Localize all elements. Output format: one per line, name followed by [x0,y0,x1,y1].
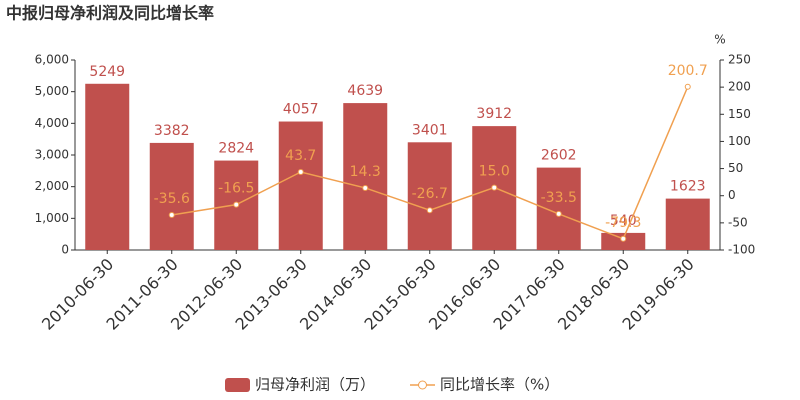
bar-value-label: 3382 [154,123,190,139]
bar-value-label: 5249 [89,64,125,80]
line-marker [555,210,562,217]
line-marker [684,83,691,90]
y-tick-label: 0 [61,243,69,257]
line-marker [168,212,175,219]
bar [149,142,194,250]
bar-value-label: 3401 [412,122,448,138]
legend-label[interactable]: 同比增长率（%） [440,376,559,394]
line-value-label: 15.0 [479,164,510,180]
legend-swatch-marker[interactable] [418,380,427,390]
legend-swatch[interactable] [225,378,250,392]
y2-tick-label: 200 [728,80,751,94]
line-marker [426,207,433,214]
bar-value-label: 1623 [670,179,706,195]
bar-value-label: 2602 [541,148,577,164]
y2-tick-label: -100 [728,243,755,257]
line-value-label: -16.5 [218,181,254,197]
bar [407,142,452,250]
line-marker [620,235,627,242]
line-value-label: 43.7 [285,148,316,164]
y-tick-label: 1,000 [35,211,69,225]
line-marker [362,184,369,191]
bar [278,121,323,250]
line-marker [233,201,240,208]
bar-value-label: 2824 [218,141,254,157]
line-marker [297,168,304,175]
line-value-label: 200.7 [668,63,708,79]
y2-axis-label: % [714,33,725,47]
bar-value-label: 3912 [476,106,512,122]
y2-tick-label: 150 [728,107,751,121]
bar [85,83,130,250]
y2-tick-label: 0 [728,188,736,202]
y2-tick-label: -50 [728,215,748,229]
y-tick-label: 5,000 [35,84,69,98]
line-value-label: -26.7 [412,186,448,202]
y2-tick-label: 250 [728,53,751,67]
line-marker [491,184,498,191]
bar [665,198,710,250]
bar-value-label: 4057 [283,102,319,118]
bar-value-label: 4639 [347,83,383,99]
y2-tick-label: 100 [728,134,751,148]
y-tick-label: 2,000 [35,179,69,193]
line-value-label: -33.5 [541,190,577,206]
y2-tick-label: 50 [728,161,743,175]
chart-title: 中报归母净利润及同比增长率 [6,4,214,23]
y-tick-label: 4,000 [35,116,69,130]
legend-label[interactable]: 归母净利润（万） [255,376,375,394]
y-tick-label: 3,000 [35,148,69,162]
bar [343,103,388,251]
line-value-label: -35.6 [154,191,190,207]
y-tick-label: 6,000 [35,53,69,67]
line-value-label: -79.3 [605,215,641,231]
line-value-label: 14.3 [350,164,381,180]
bar [536,167,581,250]
